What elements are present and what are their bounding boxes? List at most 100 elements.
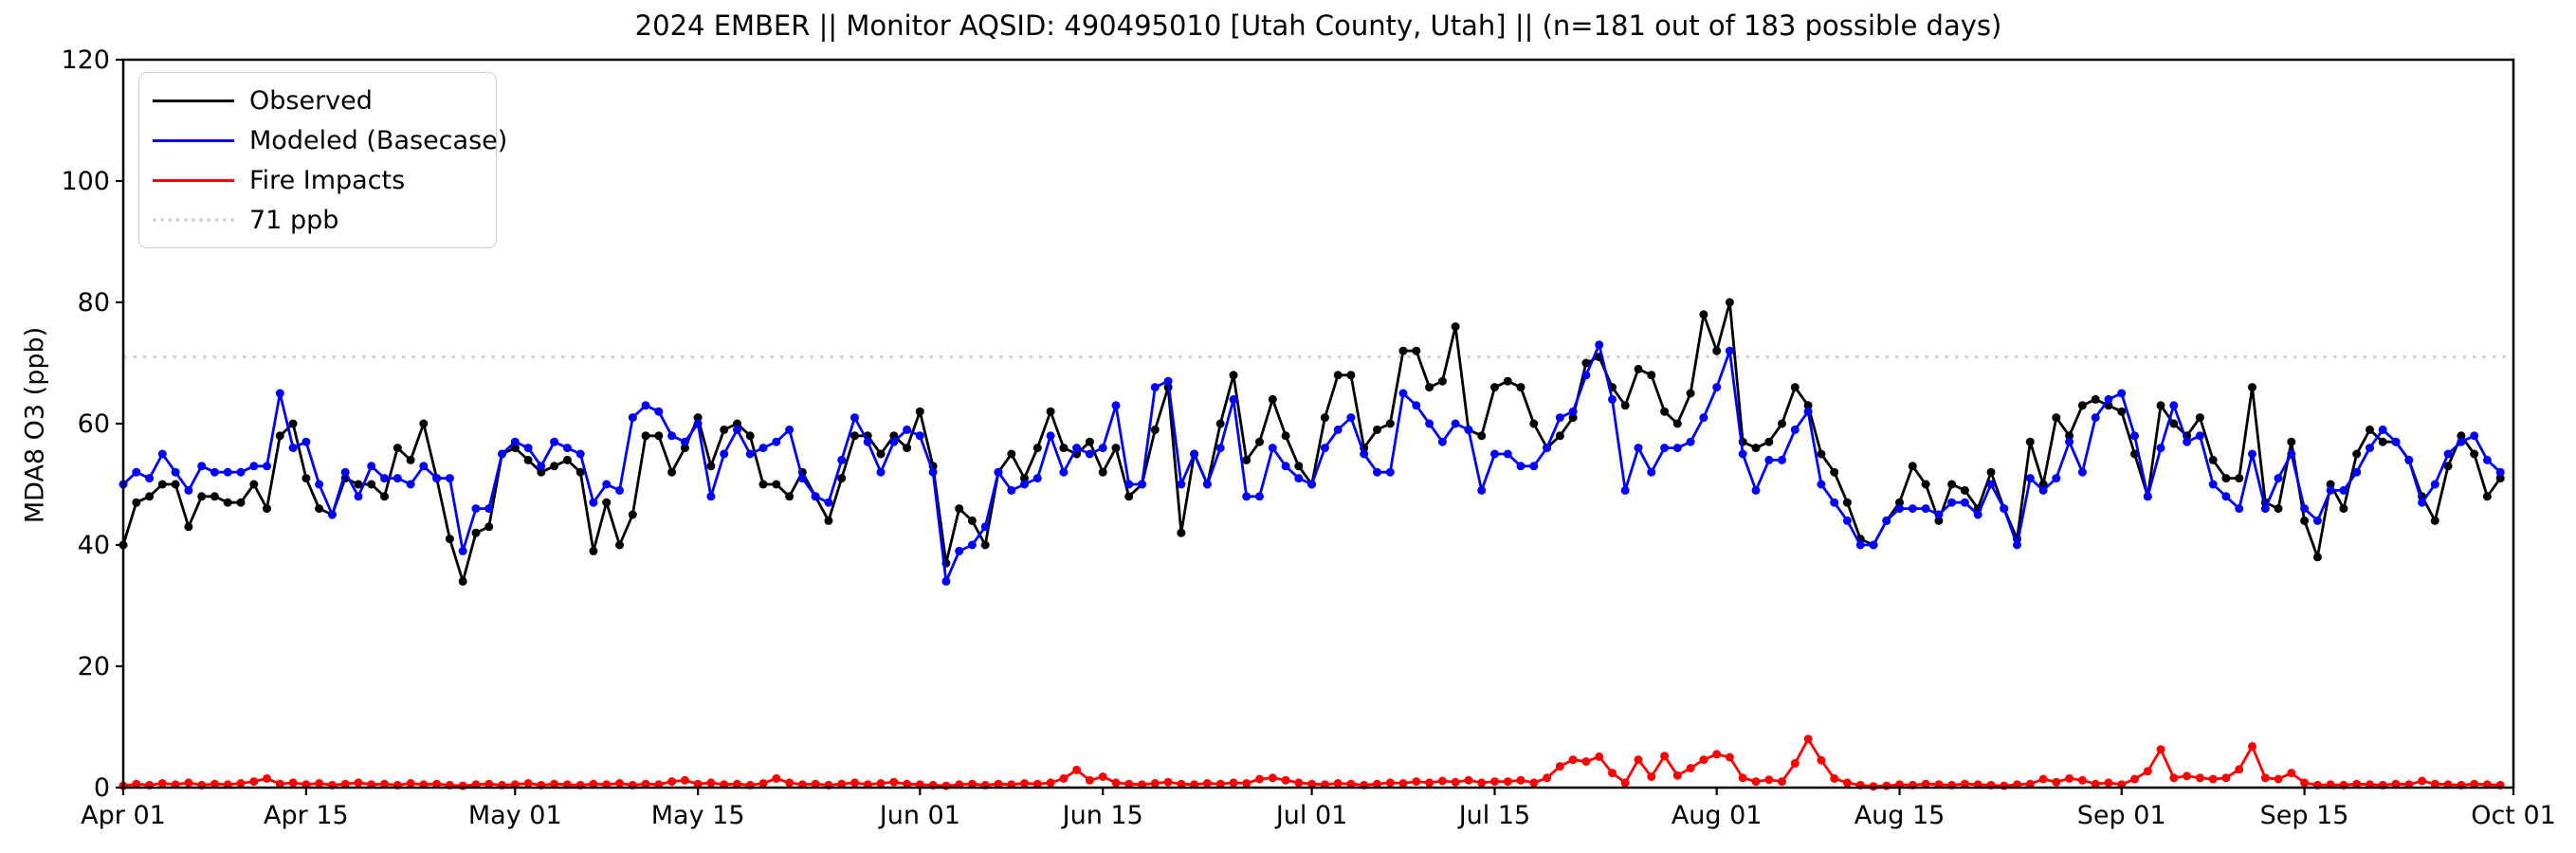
data-point: [223, 498, 232, 507]
data-point: [641, 431, 650, 441]
data-point: [589, 546, 598, 555]
data-point: [1568, 755, 1578, 765]
data-point: [236, 467, 246, 477]
data-point: [1020, 474, 1029, 483]
data-point: [1608, 394, 1617, 404]
legend-item-observed: Observed: [139, 81, 496, 120]
data-point: [2169, 773, 2179, 783]
data-point: [1281, 775, 1290, 785]
data-point: [2482, 492, 2492, 501]
data-point: [1699, 413, 1708, 423]
data-point: [2248, 742, 2256, 751]
data-point: [1568, 413, 1578, 423]
data-point: [2052, 777, 2061, 787]
data-point: [1634, 364, 1643, 373]
data-point: [1490, 449, 1499, 459]
x-tick-label: Aug 15: [1854, 801, 1946, 830]
data-point: [1960, 498, 1969, 507]
data-point: [406, 480, 415, 489]
data-point: [1398, 346, 1408, 355]
series-line: [121, 300, 2502, 583]
data-point: [615, 779, 624, 788]
data-point: [2274, 774, 2283, 784]
data-point: [275, 431, 284, 441]
data-point: [2482, 455, 2492, 464]
data-point: [2391, 779, 2401, 789]
data-point: [1516, 462, 1526, 471]
data-point: [537, 462, 546, 471]
data-point: [1098, 467, 1107, 477]
data-point: [1477, 485, 1487, 495]
data-point: [1333, 371, 1343, 380]
data-point: [2077, 401, 2087, 410]
data-point: [1255, 774, 1264, 784]
data-point: [2169, 419, 2179, 428]
data-point: [197, 462, 207, 471]
data-point: [471, 528, 481, 537]
data-point: [2156, 401, 2165, 410]
data-point: [1712, 750, 1722, 759]
data-point: [2470, 431, 2479, 441]
data-point: [2443, 462, 2453, 471]
data-point: [693, 779, 703, 789]
data-point: [1595, 752, 1604, 761]
data-point: [967, 516, 977, 525]
data-point: [1307, 480, 1317, 489]
data-point: [1398, 389, 1408, 398]
data-point: [667, 777, 677, 787]
data-point: [340, 467, 350, 477]
data-point: [641, 401, 650, 410]
data-point: [157, 449, 167, 459]
data-point: [367, 462, 376, 471]
data-point: [1150, 425, 1160, 434]
data-point: [628, 413, 637, 423]
data-point: [380, 492, 389, 501]
data-point: [1921, 480, 1930, 489]
data-point: [1830, 498, 1839, 507]
data-point: [1202, 480, 1212, 489]
data-point: [2287, 437, 2296, 446]
data-point: [811, 779, 820, 789]
data-point: [2143, 767, 2152, 776]
data-point: [2352, 779, 2362, 789]
data-point: [2378, 425, 2387, 434]
data-point: [184, 522, 193, 532]
data-point: [1437, 437, 1447, 446]
data-point: [1725, 346, 1734, 355]
data-point: [680, 775, 689, 785]
data-point: [1425, 419, 1434, 428]
data-point: [1921, 779, 1930, 789]
data-point: [1281, 462, 1290, 471]
data-point: [1947, 498, 1957, 507]
legend-label: Modeled (Basecase): [249, 125, 508, 155]
data-point: [562, 455, 572, 464]
data-point: [811, 492, 820, 501]
data-point: [1712, 383, 1722, 392]
data-point: [1855, 540, 1865, 550]
data-point: [589, 779, 598, 789]
data-point: [2000, 504, 2009, 514]
data-point: [1803, 407, 1813, 416]
data-point: [2052, 413, 2061, 423]
data-point: [157, 480, 167, 489]
data-point: [275, 779, 284, 789]
x-tick-label: Apr 01: [81, 801, 166, 830]
data-point: [1581, 371, 1591, 380]
data-point: [1385, 467, 1395, 477]
data-point: [824, 498, 833, 507]
data-point: [2156, 745, 2165, 754]
x-tick-label: Jun 15: [1061, 801, 1143, 830]
data-point: [1346, 779, 1356, 789]
data-point: [2169, 401, 2179, 410]
data-point: [1764, 437, 1774, 446]
data-point: [1320, 444, 1329, 453]
data-point: [1072, 444, 1082, 453]
data-point: [2312, 516, 2322, 525]
data-point: [2300, 504, 2310, 514]
data-point: [1007, 449, 1016, 459]
data-point: [249, 777, 259, 787]
data-point: [1672, 771, 1682, 780]
data-point: [2274, 474, 2283, 483]
data-point: [2470, 779, 2479, 789]
